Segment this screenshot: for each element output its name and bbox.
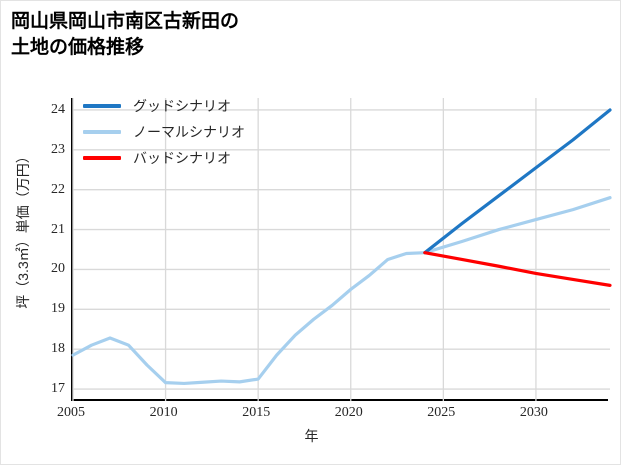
x-tick-label: 2005: [57, 405, 85, 420]
y-tick-label: 21: [51, 221, 65, 237]
legend-item-bad[interactable]: バッドシナリオ: [83, 145, 245, 171]
grid-lines: [72, 98, 610, 401]
legend-label-normal: ノーマルシナリオ: [133, 124, 245, 140]
x-tick-label: 2015: [242, 405, 271, 420]
legend-item-good[interactable]: グッドシナリオ: [83, 93, 245, 119]
legend-swatch-normal-icon: [83, 130, 121, 134]
y-tick-label: 24: [51, 102, 65, 117]
x-tick-label: 2020: [334, 405, 363, 420]
plot-area: [71, 98, 612, 401]
x-tick-label: 2025: [427, 405, 456, 420]
y-axis-ticks: 17 18 19 20 21 22 23 24: [1, 98, 621, 401]
y-tick-label: 22: [51, 181, 65, 197]
y-tick-label: 19: [51, 301, 65, 317]
y-tick-label: 17: [51, 381, 65, 396]
page-title: 岡山県岡山市南区古新田の 土地の価格推移: [11, 11, 240, 58]
y-tick-label: 20: [51, 261, 65, 277]
chart-legend: グッドシナリオ ノーマルシナリオ バッドシナリオ: [79, 89, 251, 175]
legend-label-good: グッドシナリオ: [133, 98, 231, 114]
series-lines: [71, 108, 612, 386]
legend-item-normal[interactable]: ノーマルシナリオ: [83, 119, 245, 145]
x-tick-label: 2010: [149, 405, 178, 420]
legend-label-bad: バッドシナリオ: [133, 150, 231, 166]
x-tick-label: 2030: [519, 405, 548, 420]
legend-swatch-bad-icon: [83, 156, 121, 160]
y-axis-label: 坪（3.3㎡）単価（万円）: [15, 149, 31, 309]
y-tick-label: 23: [51, 141, 65, 157]
legend-swatch-good-icon: [83, 104, 121, 108]
y-tick-label: 18: [51, 341, 65, 357]
x-axis-label: 年: [304, 428, 319, 444]
